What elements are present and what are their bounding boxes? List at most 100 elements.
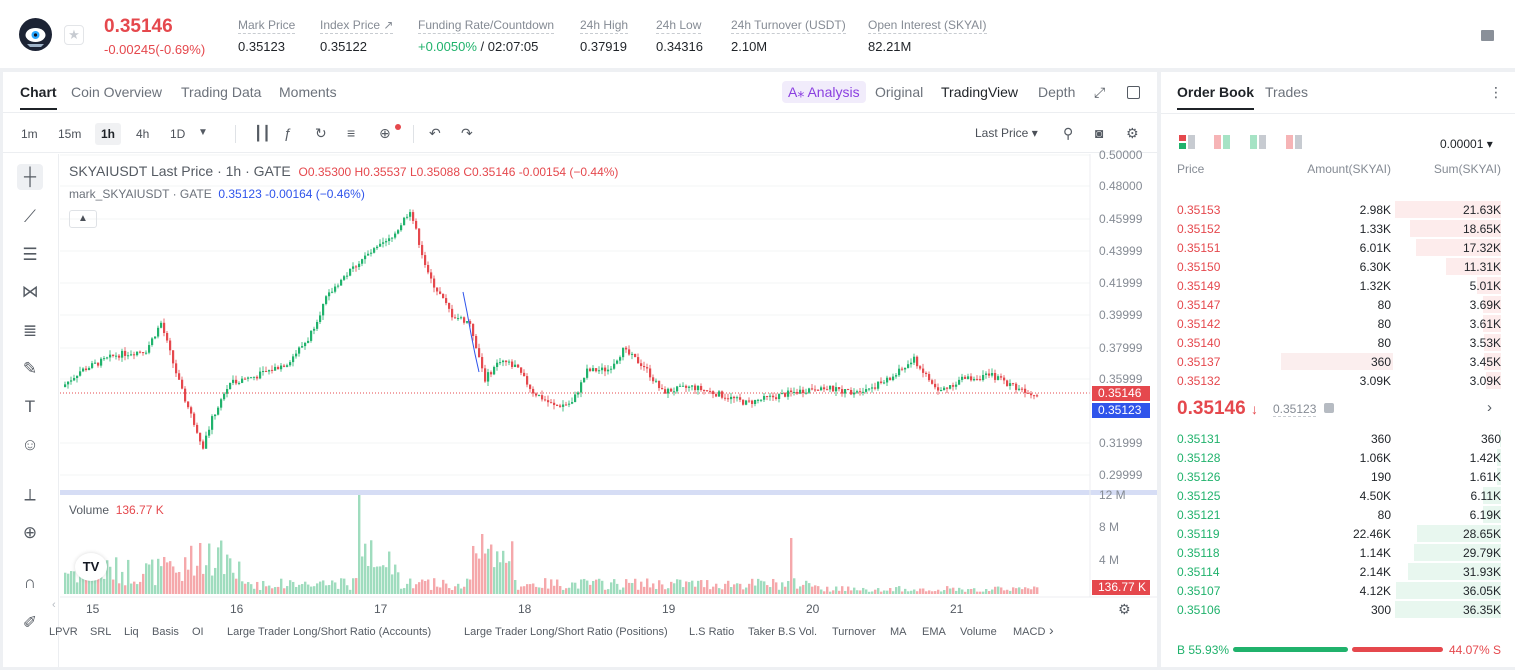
edit-pencil-icon[interactable]: ✐ <box>22 613 38 632</box>
guide-book-icon[interactable] <box>1481 30 1494 41</box>
camera-icon[interactable]: ◙ <box>1095 125 1104 141</box>
order-price: 0.35128 <box>1177 451 1221 465</box>
pattern-icon[interactable]: ⋈ <box>21 282 39 301</box>
indicator-turnover[interactable]: Turnover <box>832 626 876 638</box>
interval-1h[interactable]: 1h <box>95 123 122 145</box>
expand-icon[interactable]: ⤢ <box>1094 84 1106 100</box>
indicator-large-trader-long-short-ratio-accounts-[interactable]: Large Trader Long/Short Ratio (Accounts) <box>227 626 432 638</box>
order-book-row[interactable]: 0.35137 360 3.45K <box>1161 352 1515 371</box>
more-options-icon[interactable]: ⋮ <box>1489 84 1503 100</box>
indicator-l-s-ratio[interactable]: L.S Ratio <box>689 626 735 638</box>
tab-chart[interactable]: Chart <box>20 84 57 110</box>
indicator-macd[interactable]: MACD <box>1013 626 1046 638</box>
indicator-large-trader-long-short-ratio-positions-[interactable]: Large Trader Long/Short Ratio (Positions… <box>464 626 668 638</box>
alert-add-icon[interactable]: ⊕ <box>379 125 391 141</box>
indicators-icon[interactable]: ƒ <box>284 125 292 141</box>
view-asks-icon[interactable] <box>1286 135 1302 149</box>
order-book-row[interactable]: 0.35147 80 3.69K <box>1161 295 1515 314</box>
order-book-row[interactable]: 0.35114 2.14K 31.93K <box>1161 562 1515 581</box>
replay-icon[interactable]: ↻ <box>315 125 327 141</box>
interval-4h[interactable]: 4h <box>136 127 150 141</box>
indicator-srl[interactable]: SRL <box>90 626 112 638</box>
order-book-row[interactable]: 0.35121 80 6.19K <box>1161 505 1515 524</box>
indicator-scroll-right-icon[interactable]: › <box>1049 622 1054 638</box>
horizontal-lines-icon[interactable]: ☰ <box>22 245 38 264</box>
volume-bar <box>325 585 328 594</box>
order-book-row[interactable]: 0.35128 1.06K 1.42K <box>1161 448 1515 467</box>
chart-settings-icon[interactable]: ⚙ <box>1118 601 1131 617</box>
interval-1m[interactable]: 1m <box>21 127 38 141</box>
interval-15m[interactable]: 15m <box>58 127 82 141</box>
interval-1d[interactable]: 1D <box>170 127 186 141</box>
indicator-lpvr[interactable]: LPVR <box>49 626 78 638</box>
tab-order-book[interactable]: Order Book <box>1177 84 1255 110</box>
volume-bar <box>883 590 886 594</box>
order-book-row[interactable]: 0.35149 1.32K 5.01K <box>1161 276 1515 295</box>
price-chart-canvas[interactable] <box>3 72 1157 667</box>
tab-trades[interactable]: Trades <box>1265 84 1309 100</box>
candle-body <box>679 385 682 387</box>
magnet-icon[interactable]: ∩ <box>23 573 37 592</box>
order-book-row[interactable]: 0.35131 360 360 <box>1161 429 1515 448</box>
indicator-ema[interactable]: EMA <box>922 626 946 638</box>
crosshair-icon[interactable]: ┼ <box>17 164 43 190</box>
view-depth[interactable]: Depth <box>1038 84 1076 100</box>
order-book-row[interactable]: 0.35151 6.01K 17.32K <box>1161 238 1515 257</box>
candle-body <box>142 352 145 354</box>
chevron-right-icon[interactable]: › <box>1487 399 1492 416</box>
order-book-row[interactable]: 0.35119 22.46K 28.65K <box>1161 524 1515 543</box>
chevron-down-icon[interactable]: ▼ <box>198 127 208 138</box>
indicator-basis[interactable]: Basis <box>152 626 179 638</box>
undo-icon[interactable]: ↶ <box>429 125 441 141</box>
emoji-icon[interactable]: ☺ <box>21 435 39 454</box>
stat-index-price[interactable]: Index Price ↗ 0.35122 <box>320 18 394 54</box>
candle-type-icon[interactable]: ┃┃ <box>254 125 271 141</box>
indicator-taker-b-s-vol-[interactable]: Taker B.S Vol. <box>748 626 818 638</box>
ai-analysis-button[interactable]: A⁎ Analysis <box>782 81 866 103</box>
view-both-alt-icon[interactable] <box>1214 135 1230 149</box>
tab-coin-overview[interactable]: Coin Overview <box>71 84 163 100</box>
volume-bar <box>214 567 217 594</box>
indicator-oi[interactable]: OI <box>192 626 204 638</box>
favorite-star-icon[interactable]: ★ <box>64 25 84 45</box>
price-source-select[interactable]: Last Price ▾ <box>975 126 1038 140</box>
indicator-liq[interactable]: Liq <box>124 626 139 638</box>
indicator-ma[interactable]: MA <box>890 626 907 638</box>
order-book-row[interactable]: 0.35126 190 1.61K <box>1161 467 1515 486</box>
order-book-row[interactable]: 0.35152 1.33K 18.65K <box>1161 219 1515 238</box>
search-icon[interactable]: ⚲ <box>1063 125 1074 141</box>
order-book-row[interactable]: 0.35132 3.09K 3.09K <box>1161 371 1515 390</box>
buy-sell-ratio-bar <box>1233 647 1443 652</box>
fullscreen-icon[interactable] <box>1127 86 1140 99</box>
settings-gear-icon[interactable]: ⚙ <box>1126 125 1139 141</box>
volume-bar <box>724 583 727 594</box>
order-book-row[interactable]: 0.35142 80 3.61K <box>1161 314 1515 333</box>
order-book-row[interactable]: 0.35107 4.12K 36.05K <box>1161 581 1515 600</box>
fib-icon[interactable]: ≣ <box>22 321 38 340</box>
order-book-row[interactable]: 0.35150 6.30K 11.31K <box>1161 257 1515 276</box>
indicator-volume[interactable]: Volume <box>960 626 997 638</box>
redo-icon[interactable]: ↷ <box>461 125 473 141</box>
scroll-left-icon[interactable]: ‹ <box>52 599 56 611</box>
tab-moments[interactable]: Moments <box>279 84 337 100</box>
ruler-icon[interactable]: ⟂ <box>24 485 36 504</box>
view-original[interactable]: Original <box>875 84 924 100</box>
order-book-row[interactable]: 0.35106 300 36.35K <box>1161 600 1515 619</box>
view-tradingview[interactable]: TradingView <box>941 84 1019 100</box>
trend-line-icon[interactable]: ⟋ <box>24 207 36 226</box>
order-book-row[interactable]: 0.35140 80 3.53K <box>1161 333 1515 352</box>
order-sum: 31.93K <box>1462 565 1501 579</box>
zoom-in-icon[interactable]: ⊕ <box>22 523 38 542</box>
order-sum: 29.79K <box>1462 546 1501 560</box>
collapse-legend-button[interactable]: ▲ <box>69 210 97 228</box>
brush-icon[interactable]: ✎ <box>22 359 38 378</box>
templates-icon[interactable]: ≡ <box>347 125 356 141</box>
order-book-row[interactable]: 0.35125 4.50K 6.11K <box>1161 486 1515 505</box>
view-bids-icon[interactable] <box>1250 135 1266 149</box>
tab-trading-data[interactable]: Trading Data <box>181 84 262 100</box>
order-book-row[interactable]: 0.35118 1.14K 29.79K <box>1161 543 1515 562</box>
text-icon[interactable]: T <box>24 397 36 416</box>
view-both-icon[interactable] <box>1179 135 1195 149</box>
precision-select[interactable]: 0.00001 ▾ <box>1440 137 1493 151</box>
order-book-row[interactable]: 0.35153 2.98K 21.63K <box>1161 200 1515 219</box>
